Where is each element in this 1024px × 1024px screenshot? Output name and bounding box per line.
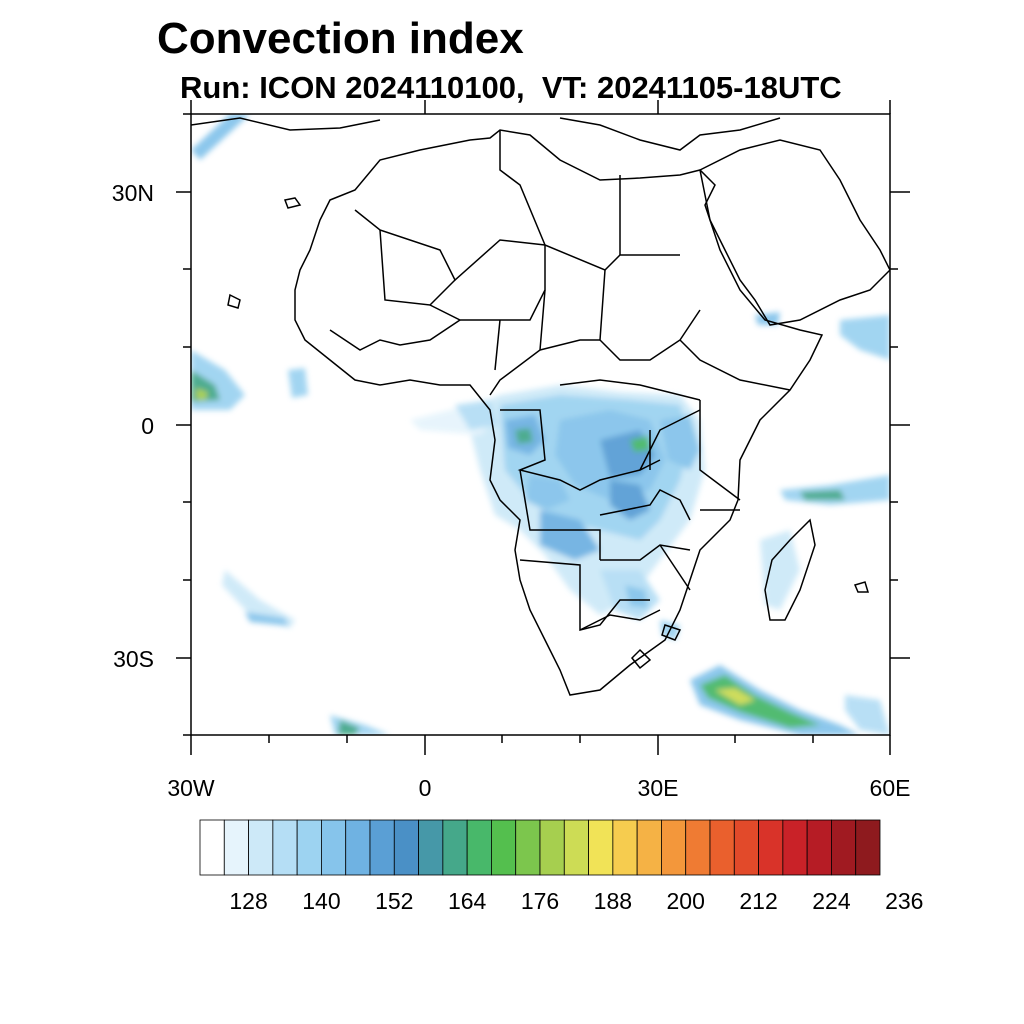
colorbar-tick-label: 140 [302, 888, 341, 914]
lon-label-30e: 30E [637, 775, 679, 801]
lon-label-60e: 60E [869, 775, 911, 801]
colorbar-swatch [709, 819, 735, 876]
colorbar-swatch [296, 819, 322, 876]
lat-label-30s: 30S [113, 646, 154, 672]
colorbar-swatch [272, 819, 298, 876]
colorbar-tick-label: 236 [885, 888, 924, 914]
colorbar-tick-label: 224 [812, 888, 851, 914]
lon-label-30w: 30W [167, 775, 215, 801]
colorbar-tick-label: 152 [375, 888, 414, 914]
colorbar-swatch [636, 819, 662, 876]
colorbar-swatch [466, 819, 492, 876]
lat-label-0: 0 [141, 413, 154, 439]
colorbar-swatch [831, 819, 857, 876]
colorbar-swatch [491, 819, 517, 876]
colorbar [199, 819, 881, 876]
colorbar-swatch [661, 819, 687, 876]
colorbar-tick-label: 200 [666, 888, 705, 914]
colorbar-swatch [418, 819, 444, 876]
colorbar-swatch [248, 819, 274, 876]
axis-ticks [176, 100, 910, 755]
colorbar-swatch [515, 819, 541, 876]
colorbar-tick-label: 176 [520, 888, 560, 914]
colorbar-swatch [321, 819, 347, 876]
lat-label-30n: 30N [111, 180, 154, 206]
colorbar-tick-label: 128 [229, 888, 268, 914]
lon-label-0: 0 [418, 775, 432, 801]
colorbar-swatch [612, 819, 638, 876]
colorbar-swatch [539, 819, 565, 876]
colorbar-swatch [223, 819, 249, 876]
colorbar-tick-label: 188 [593, 888, 633, 914]
colorbar-tick-label: 164 [447, 888, 487, 914]
chart-subtitle: Run: ICON 2024110100, VT: 20241105-18UTC [180, 70, 842, 105]
colorbar-swatch [588, 819, 614, 876]
colorbar-swatch [685, 819, 711, 876]
colorbar-swatch [758, 819, 784, 876]
chart-title: Convection index [157, 14, 524, 63]
coastlines [191, 117, 890, 696]
colorbar-swatch [855, 819, 881, 876]
colorbar-tick-label: 212 [739, 888, 778, 914]
colorbar-swatch [806, 819, 832, 876]
colorbar-swatch [782, 819, 808, 876]
colorbar-swatch [369, 819, 395, 876]
colorbar-swatch [199, 819, 225, 876]
colorbar-swatch [393, 819, 419, 876]
colorbar-swatch [442, 819, 468, 876]
colorbar-swatch [345, 819, 371, 876]
colorbar-swatch [733, 819, 759, 876]
convection-fields [191, 114, 890, 735]
colorbar-swatch [563, 819, 589, 876]
